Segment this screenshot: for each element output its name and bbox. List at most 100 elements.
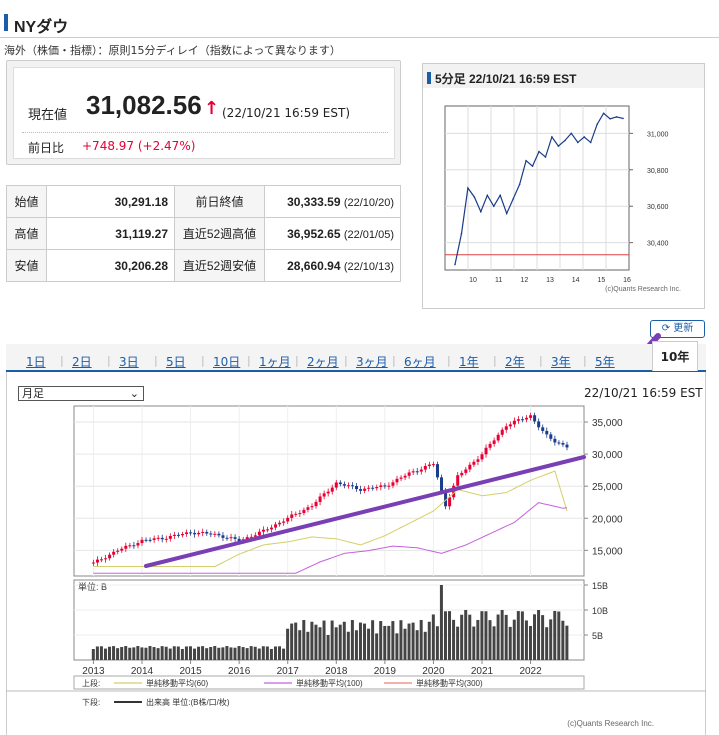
candle [201, 531, 205, 533]
candle [221, 535, 225, 538]
volume-bar [229, 647, 233, 660]
candle [160, 537, 164, 540]
candle [516, 419, 520, 421]
candle [225, 537, 229, 539]
tab-separator: | [60, 354, 64, 367]
tab-2[interactable]: 2日 [72, 355, 92, 369]
tab-3[interactable]: 3日 [119, 355, 139, 369]
candle [205, 531, 209, 534]
volume-bar [524, 620, 528, 660]
candle [448, 497, 452, 507]
candle [322, 493, 326, 497]
candle [116, 550, 120, 552]
volume-bar [225, 646, 229, 660]
volume-bar [395, 633, 399, 660]
candle [306, 507, 310, 510]
x-tick-label: 2020 [422, 666, 445, 677]
chevron-down-icon: ⌄ [129, 387, 139, 400]
intraday-chart-box: 5分足 22/10/21 16:59 EST 31,000 30,800 30,60… [422, 63, 705, 309]
volume-bar [484, 611, 488, 660]
candle [371, 487, 375, 489]
volume-bar [233, 647, 237, 660]
volume-bar [338, 624, 342, 660]
tab-6[interactable]: 1ヶ月 [259, 355, 291, 369]
candle [391, 482, 395, 486]
tab-14[interactable]: 10年 [652, 341, 698, 371]
volume-bar [261, 646, 265, 660]
candle [274, 524, 278, 528]
candle [152, 538, 156, 541]
x-tick-label: 15 [597, 277, 605, 284]
candle [464, 469, 468, 473]
volume-bar [541, 615, 545, 660]
data-point [505, 212, 508, 215]
stats-table: 始値 30,291.18 前日終値 30,333.59 (22/10/20) 高… [6, 185, 401, 282]
volume-bar [403, 628, 407, 660]
price-box: 現在値 31,082.56 ↑ (22/10/21 16:59 EST) 前日比… [6, 60, 401, 165]
candle [561, 443, 565, 445]
tab-7[interactable]: 2ヶ月 [307, 355, 339, 369]
candle [237, 538, 241, 542]
candle [298, 513, 302, 515]
volume-bar [257, 648, 261, 660]
y-tick-label: 25,000 [592, 482, 623, 493]
volume-bar [148, 646, 152, 660]
volume-bar [241, 647, 245, 660]
intraday-chart-title: 5分足 22/10/21 16:59 EST [427, 70, 576, 87]
volume-bar [197, 646, 201, 660]
volume-bar [452, 619, 456, 660]
candle [492, 440, 496, 444]
candle [407, 472, 411, 476]
data-point [622, 117, 624, 120]
52w-low-label: 直近52週安値 [174, 249, 265, 282]
volume-bar [298, 630, 302, 660]
candle [270, 527, 274, 530]
legend-item: 単純移動平均(60) [146, 678, 209, 688]
candle [132, 545, 136, 547]
candle [342, 484, 346, 486]
y-tick-label: 30,400 [647, 241, 669, 248]
candle [504, 426, 508, 430]
volume-bar [456, 626, 460, 660]
volume-bar [435, 626, 439, 660]
candle [233, 537, 237, 539]
candle [500, 429, 504, 435]
x-tick-label: 2022 [519, 666, 542, 677]
data-point [525, 159, 527, 162]
period-select[interactable]: 月足 ⌄ [18, 386, 144, 401]
x-tick-label: 16 [623, 277, 631, 284]
change-value: +748.97 (+2.47%) [82, 139, 196, 153]
volume-bar [217, 647, 221, 660]
prev-close-value: 30,333.59 (22/10/20) [264, 185, 401, 218]
tab-1[interactable]: 1日 [26, 355, 46, 369]
tab-separator: | [201, 354, 205, 367]
tab-9[interactable]: 6ヶ月 [404, 355, 436, 369]
volume-bar [140, 647, 144, 660]
candle [468, 464, 472, 470]
tab-10[interactable]: 1年 [459, 355, 479, 369]
page-title: NYダウ [14, 19, 69, 36]
tab-4[interactable]: 5日 [166, 355, 186, 369]
x-tick-label: 11 [495, 277, 502, 284]
candle [525, 417, 529, 420]
candle [533, 415, 537, 422]
tab-12[interactable]: 3年 [551, 355, 571, 369]
y-tick-label: 20,000 [592, 514, 623, 525]
candle [541, 427, 545, 431]
volume-bar [358, 622, 362, 660]
volume-bar [464, 610, 468, 660]
tab-8[interactable]: 3ヶ月 [356, 355, 388, 369]
tab-5[interactable]: 10日 [213, 355, 241, 369]
legend-item: 単純移動平均(100) [296, 678, 363, 688]
page-header: NYダウ [0, 4, 719, 38]
candle [318, 496, 322, 502]
volume-bar [269, 648, 273, 660]
update-button[interactable]: ⟳ 更新 [650, 320, 705, 338]
data-point [551, 136, 553, 138]
volume-bar [407, 623, 411, 660]
volume-bar [128, 647, 132, 660]
volume-bar [310, 621, 314, 660]
tab-11[interactable]: 2年 [505, 355, 525, 369]
tab-13[interactable]: 5年 [595, 355, 615, 369]
volume-bar [399, 620, 403, 660]
